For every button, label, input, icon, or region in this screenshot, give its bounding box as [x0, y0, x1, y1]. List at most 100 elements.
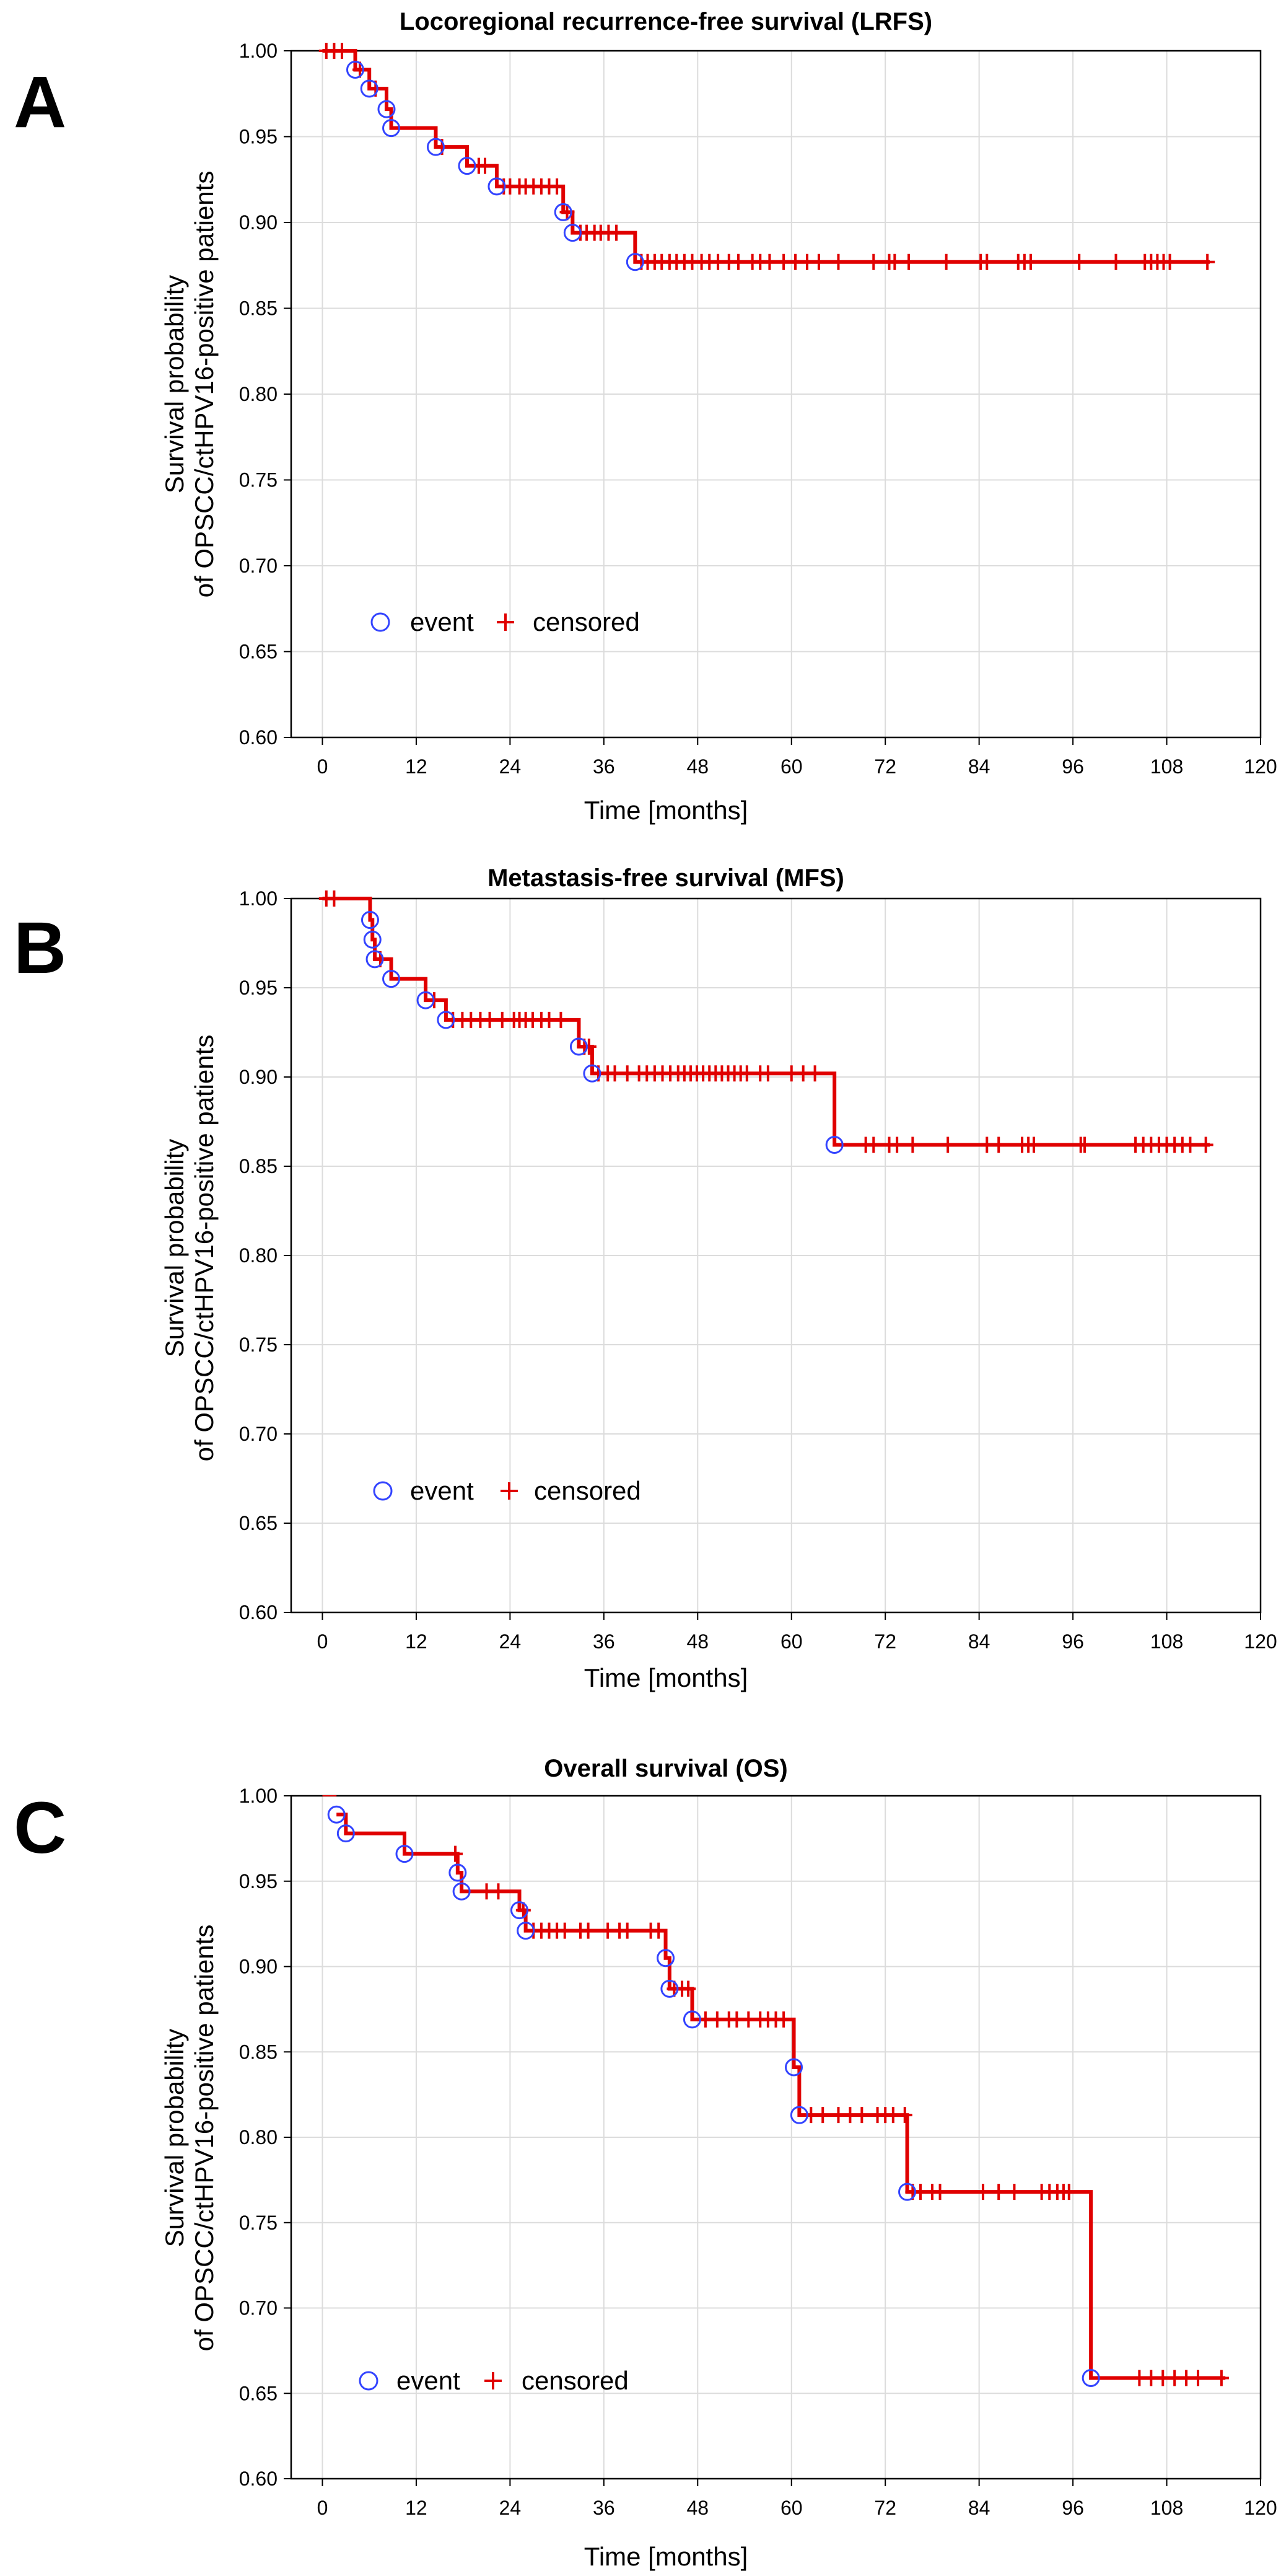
chart-c-ytick-label-0.65: 0.65	[239, 2382, 278, 2404]
chart-c-ylabel-line1: Survival probability	[160, 2029, 189, 2248]
chart-a-event-marker	[360, 79, 378, 98]
chart-b-legend: event censored	[373, 1476, 641, 1505]
chart-a-event-marker	[487, 177, 506, 196]
chart-b-ytick-label-0.80: 0.80	[239, 1244, 278, 1267]
chart-a-xlabel: Time [months]	[584, 796, 748, 825]
chart-c-xtick-label-36: 36	[593, 2497, 615, 2519]
chart-c-censored-marks	[448, 1845, 1229, 2386]
chart-a-xtick-label-120: 120	[1244, 755, 1277, 778]
chart-a-censored-mark	[762, 253, 777, 270]
chart-a-event-marker	[346, 60, 364, 79]
chart-b-censored-mark	[1198, 1136, 1213, 1153]
chart-a-event-marker	[626, 253, 644, 271]
chart-c-censored-mark	[491, 1883, 506, 1900]
chart-a-ytick-label-0.70: 0.70	[239, 555, 278, 577]
panel-a-letter: A	[14, 61, 66, 143]
chart-a-ytick-label-0.85: 0.85	[239, 297, 278, 320]
chart-c-censored-mark	[854, 2107, 870, 2124]
chart-b-ytick-label-0.60: 0.60	[239, 1601, 278, 1624]
chart-c-event-markers	[327, 1805, 1100, 2387]
chart-b-censored-mark	[991, 1136, 1007, 1153]
chart-c-censored-mark	[897, 2107, 912, 2124]
chart-c-xtick-label-48: 48	[686, 2497, 709, 2519]
chart-b-xtick-label-0: 0	[317, 1630, 328, 1653]
chart-b-censored-mark	[866, 1136, 881, 1153]
chart-b-title: Metastasis-free survival (MFS)	[487, 864, 844, 892]
chart-a-title: Locoregional recurrence-free survival (L…	[400, 8, 932, 35]
chart-c-censored-mark	[1061, 2184, 1077, 2200]
chart-b-event-marker	[363, 930, 382, 949]
chart-c-event-marker	[517, 1922, 535, 1940]
chart-a-event-marker	[426, 138, 445, 156]
chart-a-ytick-label-1.00: 1.00	[239, 40, 278, 62]
chart-c-censored-mark	[932, 2184, 948, 2200]
chart-c-xtick-label-96: 96	[1062, 2497, 1084, 2519]
chart-a-ytick-label-0.90: 0.90	[239, 211, 278, 234]
chart-a-censored-mark	[1023, 253, 1038, 270]
chart-c-censored-mark	[681, 1980, 696, 1997]
chart-a-svg: A Locoregional recurrence-free survival …	[14, 8, 1277, 825]
chart-b-survival-line	[322, 897, 1210, 1147]
chart-a-xtick-label-72: 72	[874, 755, 896, 778]
chart-a-ytick-label-0.80: 0.80	[239, 383, 278, 405]
chart-a-ylabel-line2: of OPSCC/ctHPV16-positive patients	[190, 171, 219, 598]
chart-a-event-marker	[458, 157, 476, 175]
chart-b-ytick-label-0.65: 0.65	[239, 1512, 278, 1534]
chart-c-event-marker	[510, 1901, 529, 1920]
chart-a-censored-mark	[549, 178, 565, 195]
chart-c-xtick-label-0: 0	[317, 2497, 328, 2519]
chart-c-censored-mark	[619, 1922, 635, 1939]
chart-a-legend: event censored	[370, 607, 640, 636]
chart-b-xtick-label-48: 48	[686, 1630, 709, 1653]
chart-c-event-marker	[898, 2183, 917, 2201]
chart-b-grid	[291, 898, 1261, 1613]
chart-b-event-marker	[382, 970, 401, 988]
chart-c-event-marker	[657, 1949, 675, 1967]
chart-b-ytick-label-0.70: 0.70	[239, 1423, 278, 1445]
chart-a-xtick-label-12: 12	[405, 755, 427, 778]
chart-a-censored-mark	[478, 157, 492, 174]
chart-c-censored-mark	[975, 2184, 990, 2200]
chart-c-event-marker	[395, 1845, 414, 1863]
chart-a-xtick-label-48: 48	[686, 755, 709, 778]
chart-c-event-marker	[327, 1805, 346, 1824]
legend-a-event-label: event	[410, 607, 474, 636]
chart-b-event-markers	[361, 911, 844, 1154]
chart-b-xtick-label-24: 24	[499, 1630, 522, 1653]
chart-b-ylabel-line1: Survival probability	[160, 1139, 189, 1358]
chart-b-censored-mark	[326, 890, 342, 907]
legend-c-event-label: event	[396, 2366, 460, 2395]
chart-a-censored-mark	[887, 253, 903, 270]
chart-a-xtick-label-96: 96	[1062, 755, 1084, 778]
chart-b-censored-mark	[739, 1065, 754, 1082]
chart-a-xtick-label-36: 36	[593, 755, 615, 778]
chart-b-series	[322, 897, 1210, 1147]
chart-b-xtick-label-60: 60	[780, 1630, 803, 1653]
chart-c-xtick-label-120: 120	[1244, 2497, 1277, 2519]
chart-a-censored-mark	[979, 253, 995, 270]
chart-b-xtick-label-36: 36	[593, 1630, 615, 1653]
chart-b-xtick-label-72: 72	[874, 1630, 896, 1653]
chart-b-xtick-label-84: 84	[968, 1630, 990, 1653]
chart-a-event-marker	[563, 224, 582, 242]
chart-c-xtick-label-24: 24	[499, 2497, 522, 2519]
chart-b-xtick-label-108: 108	[1150, 1630, 1183, 1653]
chart-b-event-marker	[569, 1037, 588, 1056]
panel-c: C Overall survival (OS) Time [months] Su…	[0, 1741, 1281, 2576]
chart-b-ytick-label-0.85: 0.85	[239, 1155, 278, 1177]
legend-a-censored-marker	[497, 613, 514, 631]
chart-b-ylabel-line2: of OPSCC/ctHPV16-positive patients	[190, 1035, 219, 1462]
legend-a-event-marker	[370, 612, 390, 632]
chart-a-censored-mark	[1072, 253, 1087, 270]
chart-a-censored-mark	[609, 224, 624, 241]
chart-c-ylabel-line2: of OPSCC/ctHPV16-positive patients	[190, 1925, 219, 2352]
chart-a-censored-mark	[938, 253, 954, 270]
chart-b-axes: 0 12 24 36 48 60 72 84 96 108 120 0.60 0.65 0.70 0.75 0…	[239, 887, 1277, 1653]
legend-c-event-marker	[359, 2371, 378, 2391]
chart-b-event-marker	[437, 1011, 455, 1029]
chart-a-xtick-label-60: 60	[780, 755, 803, 778]
chart-c-xtick-label-12: 12	[405, 2497, 427, 2519]
chart-a-ytick-label-0.60: 0.60	[239, 726, 278, 749]
legend-b-event-label: event	[410, 1476, 474, 1505]
chart-b-censored-marks	[318, 890, 1213, 1153]
